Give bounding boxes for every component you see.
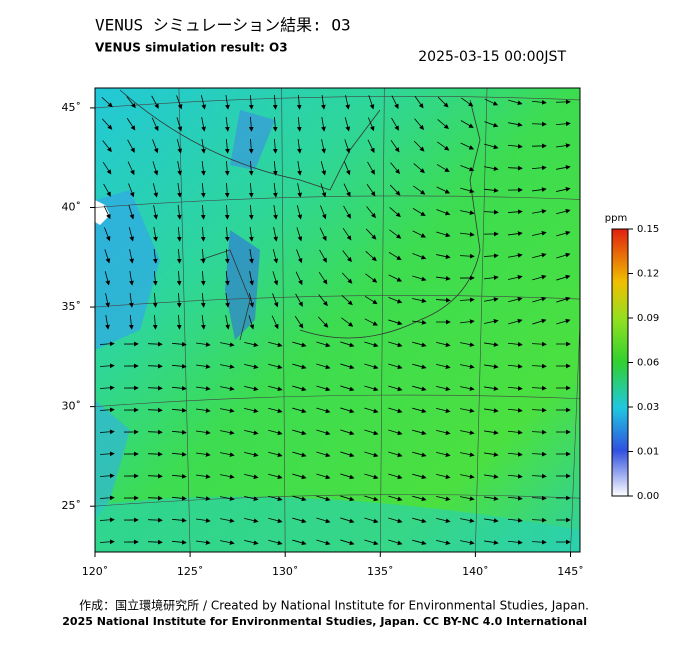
map-area	[76, 88, 590, 552]
colorbar-tick-label: 0.15	[637, 224, 659, 235]
colorbar-tick-label: 0.09	[637, 313, 659, 324]
lon-grid-line	[76, 88, 95, 552]
colorbar-tick-label: 0.06	[637, 358, 659, 369]
lon-tick-label: 140˚	[462, 565, 489, 578]
lon-tick-label: 125˚	[177, 565, 204, 578]
lat-tick-label: 25˚	[62, 499, 82, 512]
lat-tick-label: 30˚	[62, 400, 82, 413]
lon-tick-label: 145˚	[557, 565, 584, 578]
wind-vector	[532, 124, 546, 125]
colorbar-tick-label: 0.00	[637, 491, 659, 502]
colorbar-unit: ppm	[605, 213, 627, 224]
title: VENUS シミュレーション結果: O3	[95, 16, 351, 35]
subtitle: VENUS simulation result: O3	[95, 41, 288, 55]
timestamp: 2025-03-15 00:00JST	[418, 49, 566, 65]
lat-tick-label: 45˚	[62, 101, 82, 114]
lat-tick-label: 40˚	[62, 200, 82, 213]
credit: 作成：国立環境研究所 / Created by National Institu…	[79, 598, 589, 613]
colorbar-tick-label: 0.12	[637, 269, 659, 280]
colorbar	[612, 229, 628, 496]
lon-tick-label: 135˚	[367, 565, 394, 578]
field	[95, 88, 580, 552]
copyright: 2025 National Institute for Environmenta…	[62, 615, 587, 628]
lat-tick-label: 35˚	[62, 300, 82, 313]
lon-tick-label: 130˚	[272, 565, 299, 578]
lon-tick-label: 120˚	[82, 565, 109, 578]
colorbar-tick-label: 0.01	[637, 447, 659, 458]
colorbar-tick-label: 0.03	[637, 402, 659, 413]
